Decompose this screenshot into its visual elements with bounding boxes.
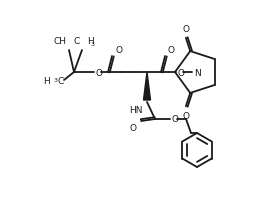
Polygon shape <box>144 73 150 101</box>
Text: CH: CH <box>53 37 66 46</box>
Text: O: O <box>168 46 175 55</box>
Text: H: H <box>43 76 50 85</box>
Text: O: O <box>115 46 122 55</box>
Text: O: O <box>96 68 103 77</box>
Text: O: O <box>178 68 185 77</box>
Text: O: O <box>172 115 179 124</box>
Text: H: H <box>87 37 94 46</box>
Text: O: O <box>130 123 137 132</box>
Text: 3: 3 <box>54 77 58 82</box>
Text: 3: 3 <box>91 42 95 47</box>
Text: N: N <box>194 68 201 77</box>
Text: C: C <box>57 76 63 85</box>
Text: O: O <box>182 25 189 34</box>
Text: HN: HN <box>130 105 143 115</box>
Text: C: C <box>73 37 79 46</box>
Text: O: O <box>182 112 189 121</box>
